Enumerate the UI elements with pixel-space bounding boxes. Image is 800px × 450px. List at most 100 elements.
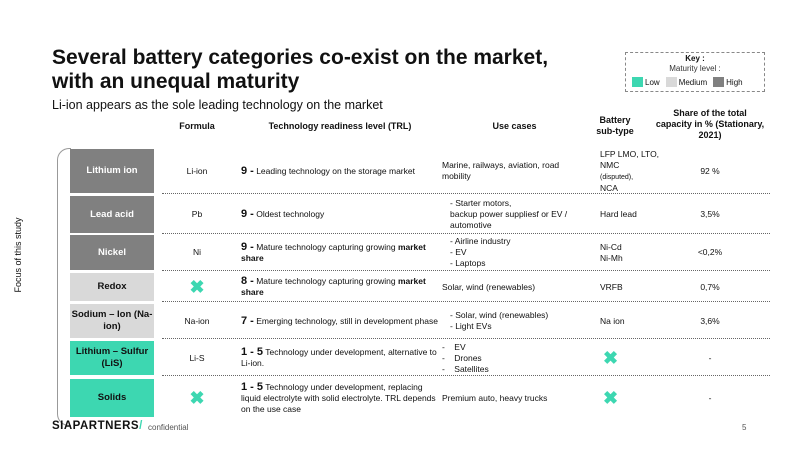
use-case-item: - Drones <box>442 352 482 363</box>
share-cell: 0,7% <box>700 281 720 292</box>
formula-cell: Pb <box>191 209 203 219</box>
trl-text: Technology under development, alternativ… <box>241 347 437 368</box>
cross-icon: ✖ <box>189 387 205 408</box>
row-divider <box>162 193 770 194</box>
share-cell: 3,6% <box>700 315 720 326</box>
use-case-item: - Satellites <box>442 363 489 374</box>
trl-cell: 8 - Mature technology capturing growing … <box>241 273 441 301</box>
logo-mark: / <box>139 420 143 432</box>
use-case-item: - Starter motors, <box>450 198 512 208</box>
header-trl: Technology readiness level (TRL) <box>268 121 412 131</box>
subtype-main: LFP LMO, LTO, NMC <box>600 148 660 170</box>
row-divider <box>162 270 770 271</box>
row-divider <box>162 233 770 234</box>
study-focus-bracket <box>57 148 71 426</box>
share-cell: <0,2% <box>697 247 723 257</box>
subtype-cell: ✖ <box>600 341 675 375</box>
key-swatch-low <box>632 77 643 87</box>
trl-level: 9 - <box>241 164 254 177</box>
key-swatch-high <box>713 77 725 87</box>
formula-cell: Ni <box>192 247 202 257</box>
use-cases-list: - EV - Drones - Satellites <box>442 342 489 375</box>
trl-cell: 1 - 5 Technology under development, alte… <box>241 341 441 375</box>
row-label: Nickel <box>70 235 154 270</box>
cross-icon: ✖ <box>189 276 205 297</box>
table-row: Lithium ion Li-ion 9 - Leading technolog… <box>70 149 770 194</box>
row-divider <box>162 375 770 376</box>
subtype-note: (disputed), <box>600 173 634 181</box>
confidential-label: confidential <box>148 423 189 432</box>
trl-emphasis: market share <box>241 276 426 297</box>
use-case-item: - EV <box>442 341 466 352</box>
table-row: Sodium – Ion (Na-ion) Na-ion 7 - Emergin… <box>70 304 770 339</box>
subtype-cell: LFP LMO, LTO, NMC (disputed), NCA <box>600 149 675 193</box>
study-focus-label: Focus of this study <box>13 217 23 293</box>
table-row: Redox ✖ 8 - Mature technology capturing … <box>70 273 770 302</box>
trl-emphasis: market share <box>241 241 426 263</box>
use-cases-cell: Marine, railways, aviation, road mobilit… <box>442 160 560 181</box>
use-case-item: - Airline industry <box>450 236 511 246</box>
use-case-item: - EV <box>450 247 467 257</box>
key-label-medium: Medium <box>678 77 708 87</box>
formula-cell: Li-ion <box>186 165 208 176</box>
subtype-cell: Ni-Cd Ni-Mh <box>600 235 675 270</box>
table-row: Lithium – Sulfur (LiS) Li-S 1 - 5 Techno… <box>70 341 770 376</box>
formula-cell: ✖ <box>162 273 232 301</box>
row-label: Lead acid <box>70 196 154 233</box>
row-label: Lithium – Sulfur (LiS) <box>70 341 154 375</box>
trl-text: Mature technology capturing growing <box>253 241 398 252</box>
use-cases-list: - Airline industry - EV - Laptops <box>450 236 510 269</box>
cross-icon: ✖ <box>603 347 619 368</box>
header-share: Share of the total capacity in % (Statio… <box>655 108 765 140</box>
row-label: Redox <box>70 273 154 301</box>
row-label: Lithium ion <box>70 149 154 193</box>
trl-level: 8 - <box>241 275 254 287</box>
use-case-item: backup power suppliesf or EV / automotiv… <box>450 209 568 230</box>
formula-cell: Na-ion <box>184 315 210 326</box>
slide-subtitle: Li-ion appears as the sole leading techn… <box>52 98 383 112</box>
key-subtitle: Maturity level : <box>669 64 721 73</box>
use-cases-cell: - Solar, wind (renewables) - Light EVs <box>442 304 587 338</box>
use-cases-list: - Solar, wind (renewables) - Light EVs <box>450 310 548 332</box>
share-cell: 3,5% <box>700 209 720 219</box>
row-divider <box>162 301 770 302</box>
trl-cell: 9 - Oldest technology <box>241 196 441 233</box>
share-cell: - <box>708 352 712 363</box>
use-cases-cell: Premium auto, heavy trucks <box>442 392 548 403</box>
formula-cell: ✖ <box>162 379 232 417</box>
use-cases-cell: - Starter motors, backup power suppliesf… <box>442 196 587 233</box>
table-row: Solids ✖ 1 - 5 Technology under developm… <box>70 379 770 417</box>
subtype-cell: Hard lead <box>600 209 637 219</box>
row-label: Solids <box>70 379 154 417</box>
header-formula: Formula <box>179 121 215 131</box>
use-cases-cell: - Airline industry - EV - Laptops <box>442 235 587 270</box>
share-cell: 92 % <box>700 165 720 176</box>
trl-cell: 9 - Mature technology capturing growing … <box>241 235 441 270</box>
trl-text: Leading technology on the storage market <box>253 165 415 176</box>
trl-cell: 7 - Emerging technology, still in develo… <box>241 304 441 338</box>
trl-text: Emerging technology, still in developmen… <box>253 315 438 326</box>
row-label: Sodium – Ion (Na-ion) <box>70 304 154 338</box>
company-logo: SIAPARTNERS/ <box>52 420 143 432</box>
trl-text: Technology under development, replacing … <box>241 381 436 414</box>
share-cell: - <box>708 392 712 403</box>
subtype-cell: Na ion <box>600 315 625 326</box>
trl-text: Oldest technology <box>253 209 325 219</box>
use-case-item: - Laptops <box>450 258 486 268</box>
slide-title: Several battery categories co-exist on t… <box>52 46 549 93</box>
table-row: Lead acid Pb 9 - Oldest technology - Sta… <box>70 196 770 234</box>
trl-level: 9 - <box>241 240 254 253</box>
use-case-item: - Light EVs <box>450 321 492 331</box>
subtype-cell: ✖ <box>600 379 675 417</box>
subtype-text: Ni-Cd Ni-Mh <box>600 241 623 263</box>
trl-level: 9 - <box>241 208 254 220</box>
trl-level: 7 - <box>241 314 254 327</box>
maturity-key: Key : Maturity level : Low Medium High <box>625 52 765 92</box>
row-divider <box>162 338 770 339</box>
page-number: 5 <box>742 423 747 432</box>
table-row: Nickel Ni 9 - Mature technology capturin… <box>70 235 770 271</box>
use-cases-list: - Starter motors, backup power suppliesf… <box>450 198 587 231</box>
use-case-item: - Solar, wind (renewables) <box>450 310 549 320</box>
trl-text: Mature technology capturing growing <box>253 276 398 286</box>
key-swatch-medium <box>665 77 677 87</box>
